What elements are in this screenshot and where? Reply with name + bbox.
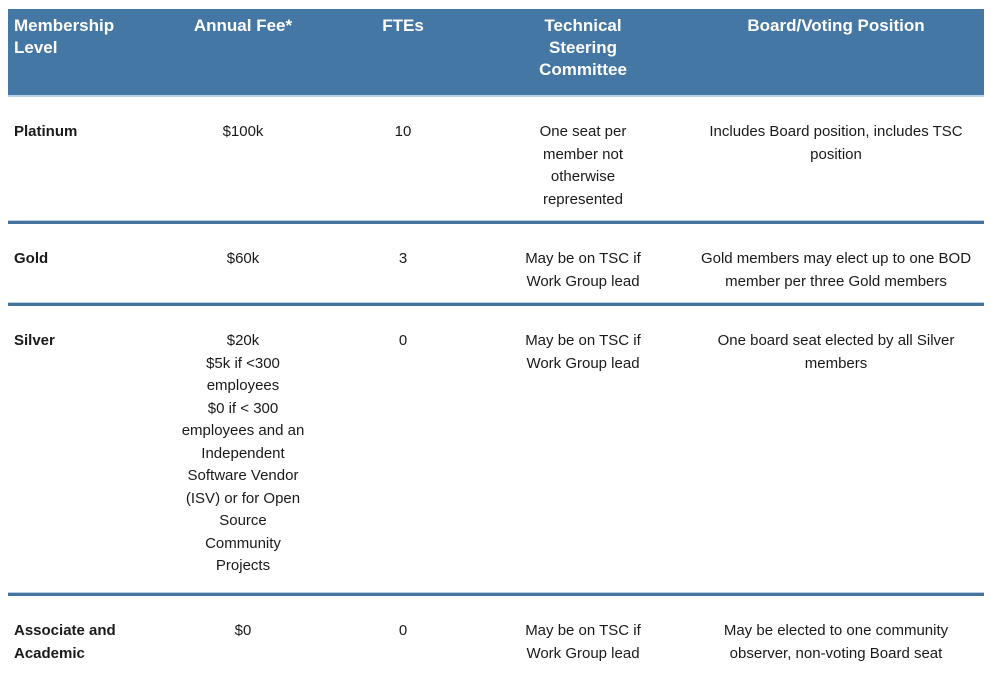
cell-tsc: One seat per member not otherwise repres… xyxy=(539,123,627,208)
cell-level: Silver xyxy=(14,332,55,349)
table-row-silver: Silver $20k $5k if <300 employees $0 if … xyxy=(8,303,984,593)
cell-level: Gold xyxy=(14,250,49,267)
cell-annual-fee: $100k xyxy=(222,123,264,140)
cell-board-position: Gold members may elect up to one BOD mem… xyxy=(700,250,972,290)
cell-board-position: Includes Board position, includes TSC po… xyxy=(709,123,963,163)
cell-board-position: May be elected to one community observer… xyxy=(723,622,949,662)
cell-ftes: 3 xyxy=(398,250,408,267)
header-ftes: FTEs xyxy=(382,16,424,35)
header-board-voting-position: Board/Voting Position xyxy=(747,16,925,35)
cell-tsc: May be on TSC if Work Group lead xyxy=(525,250,641,290)
cell-annual-fee: $20k $5k if <300 employees $0 if < 300 e… xyxy=(181,332,305,574)
cell-board-position: One board seat elected by all Silver mem… xyxy=(717,332,955,372)
header-technical-steering-committee: Technical Steering Committee xyxy=(539,16,627,79)
cell-ftes: 0 xyxy=(398,622,408,639)
table-row-gold: Gold $60k 3 May be on TSC if Work Group … xyxy=(8,221,984,303)
table-row-platinum: Platinum $100k 10 One seat per member no… xyxy=(8,97,984,221)
cell-ftes: 0 xyxy=(398,332,408,349)
cell-ftes: 10 xyxy=(394,123,412,140)
cell-level: Platinum xyxy=(14,123,78,140)
cell-annual-fee: $0 xyxy=(234,622,252,639)
header-annual-fee: Annual Fee* xyxy=(193,16,293,35)
membership-table: Membership Level Annual Fee* FTEs Techni… xyxy=(8,9,984,675)
table-row-associate-academic: Associate and Academic $0 0 May be on TS… xyxy=(8,593,984,675)
table-header-row: Membership Level Annual Fee* FTEs Techni… xyxy=(8,9,984,97)
cell-annual-fee: $60k xyxy=(226,250,260,267)
cell-level: Associate and Academic xyxy=(14,622,116,662)
header-membership-level: Membership Level xyxy=(14,16,115,57)
cell-tsc: May be on TSC if Work Group lead xyxy=(525,622,641,662)
cell-tsc: May be on TSC if Work Group lead xyxy=(525,332,641,372)
